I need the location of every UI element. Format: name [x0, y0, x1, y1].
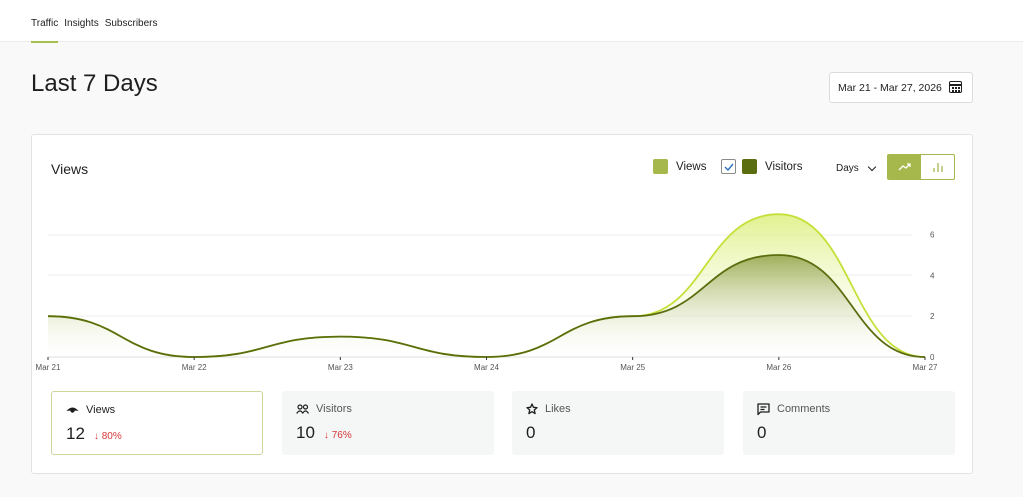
tab-insights[interactable]: Insights: [64, 18, 99, 29]
visitors-swatch: [742, 159, 757, 174]
x-tick-label: Mar 23: [328, 363, 353, 372]
legend-visitors-label: Visitors: [765, 160, 803, 173]
bar-chart-icon: [932, 163, 943, 172]
visitors-area: [48, 255, 925, 357]
tab-traffic[interactable]: Traffic: [31, 18, 59, 43]
stat-card-views[interactable]: Views 12 ↓ 80%: [51, 391, 263, 455]
star-icon: [526, 403, 538, 415]
stat-value: 10: [296, 423, 315, 442]
chart-card: Views Views Visitors Days: [31, 134, 973, 474]
stats-tabs: Traffic Insights Subscribers: [31, 18, 158, 43]
line-chart-icon: [898, 163, 911, 171]
y-tick-label: 6: [930, 231, 935, 240]
top-navigation-bar: Traffic Insights Subscribers: [0, 0, 1023, 43]
y-tick-label: 2: [930, 312, 935, 321]
stat-card-likes[interactable]: Likes 0: [512, 391, 724, 455]
page-title: Last 7 Days: [31, 70, 158, 97]
stat-value: 0: [526, 423, 536, 442]
views-swatch: [653, 159, 668, 174]
period-select-value: Days: [836, 163, 859, 174]
visitors-line: [47, 254, 926, 358]
stat-delta: ↓ 76%: [323, 430, 352, 441]
x-tick-label: Mar 25: [620, 363, 645, 372]
stat-value: 12: [66, 424, 85, 443]
legend-views-label: Views: [676, 160, 707, 173]
date-range-picker[interactable]: Mar 21 - Mar 27, 2026: [829, 72, 973, 103]
stat-card-visitors[interactable]: Visitors 10 ↓ 76%: [282, 391, 494, 455]
visitors-checkbox[interactable]: [721, 159, 736, 174]
stat-card-comments[interactable]: Comments 0: [743, 391, 955, 455]
x-tick-label: Mar 24: [474, 363, 499, 372]
chart-type-toggle: [887, 154, 955, 180]
legend-visitors: Visitors: [721, 159, 803, 174]
stat-delta: ↓ 80%: [93, 431, 122, 442]
eye-icon: [66, 407, 79, 413]
period-select[interactable]: Days: [836, 162, 877, 174]
x-tick-label: Mar 21: [36, 363, 61, 372]
x-tick-label: Mar 22: [182, 363, 207, 372]
date-range-label: Mar 21 - Mar 27, 2026: [838, 81, 942, 94]
x-tick-label: Mar 26: [766, 363, 791, 372]
people-icon: [296, 404, 309, 414]
stat-label: Comments: [777, 403, 831, 415]
views-line-chart: 0 2 4 6 Mar 21 Mar 22 Mar 23 Mar 24 Mar 25 Mar 2…: [36, 213, 938, 372]
y-tick-label: 4: [930, 271, 935, 280]
y-tick-label: 0: [930, 353, 935, 362]
checkmark-icon: [724, 163, 734, 171]
stat-label: Visitors: [316, 403, 352, 415]
tab-subscribers[interactable]: Subscribers: [104, 18, 158, 29]
legend-views: Views: [653, 159, 706, 174]
calendar-icon: [949, 81, 962, 93]
bar-chart-button[interactable]: [921, 155, 954, 179]
x-tick-label: Mar 27: [913, 363, 938, 372]
chart-title: Views: [51, 161, 89, 177]
line-chart-button[interactable]: [888, 155, 921, 179]
stat-label: Likes: [545, 403, 571, 415]
comment-icon: [757, 402, 770, 415]
stat-label: Views: [86, 404, 116, 416]
stat-value: 0: [757, 423, 767, 442]
